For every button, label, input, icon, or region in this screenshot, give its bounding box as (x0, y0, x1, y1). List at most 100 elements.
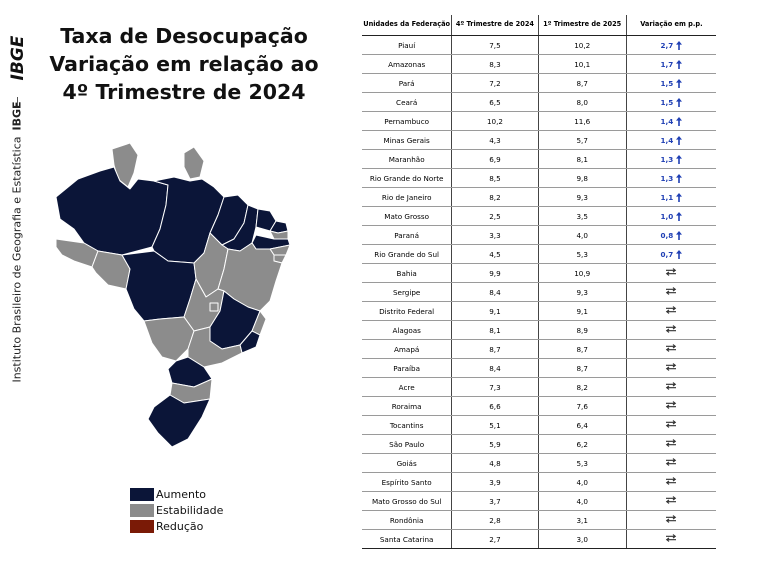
legend-swatch-aumento (130, 488, 154, 501)
map-state-paraiba (269, 230, 289, 240)
table-row: Acre 7,3 8,2 (362, 377, 716, 397)
column-header-uf: Unidades da Federação (362, 15, 453, 36)
legend-label-reducao: Redução (156, 520, 204, 533)
variacao-value-group: 1,5 (661, 97, 683, 107)
cell-q1-2025: 7,6 (538, 396, 627, 416)
cell-variacao (626, 396, 716, 416)
cell-q4-2024: 3,7 (451, 491, 539, 511)
cell-q1-2025: 8,7 (538, 73, 627, 93)
cell-q4-2024: 8,3 (451, 54, 539, 74)
arrow-up-icon (676, 154, 683, 164)
cell-uf: Maranhão (362, 149, 453, 169)
cell-q1-2025: 3,5 (538, 206, 627, 226)
cell-q4-2024: 10,2 (451, 111, 539, 131)
cell-q1-2025: 9,8 (538, 168, 627, 188)
cell-variacao (626, 434, 716, 454)
arrow-up-icon (676, 173, 683, 183)
table-row: Pará 7,2 8,7 1,5 (362, 73, 716, 93)
variacao-value-group: 1,3 (661, 154, 683, 164)
title-line-1: Taxa de Desocupação (60, 24, 308, 48)
cell-q4-2024: 2,5 (451, 206, 539, 226)
institute-acronym: IBGE (10, 101, 24, 131)
cell-variacao (626, 472, 716, 492)
stable-arrows-icon (666, 268, 677, 276)
variacao-value-group: 1,4 (660, 116, 683, 126)
cell-q4-2024: 8,2 (451, 187, 539, 207)
stable-arrows-icon (666, 439, 677, 447)
cell-variacao (626, 358, 716, 378)
cell-variacao: 1,4 (626, 111, 716, 131)
legend-swatch-reducao (130, 520, 154, 533)
map-state-sao-paulo (187, 326, 243, 368)
cell-variacao (626, 301, 716, 321)
cell-q1-2025: 9,3 (538, 187, 627, 207)
table-row: Goiás 4,8 5,3 (362, 453, 716, 473)
table-row: Minas Gerais 4,3 5,7 1,4 (362, 130, 716, 150)
table-row: Amapá 8,7 8,7 (362, 339, 716, 359)
table-row: Amazonas 8,3 10,1 1,7 (362, 54, 716, 74)
arrow-up-icon (676, 59, 683, 69)
cell-q4-2024: 4,5 (451, 244, 539, 264)
arrow-up-icon (676, 230, 683, 240)
stable-arrows-icon (666, 420, 677, 428)
cell-q4-2024: 8,5 (451, 168, 539, 188)
cell-q1-2025: 10,2 (538, 35, 627, 55)
cell-variacao (626, 377, 716, 397)
cell-uf: Bahia (362, 263, 453, 283)
brazil-map (55, 142, 291, 448)
table-row: Rio Grande do Sul 4,5 5,3 0,7 (362, 244, 716, 264)
variacao-value-group: 1,3 (661, 173, 683, 183)
cell-uf: Rondônia (362, 510, 453, 530)
table-row: Mato Grosso do Sul 3,7 4,0 (362, 491, 716, 511)
table-row: Santa Catarina 2,7 3,0 (362, 529, 716, 549)
variacao-value: 1,0 (660, 211, 674, 221)
cell-variacao (626, 529, 716, 549)
cell-variacao (626, 510, 716, 530)
variacao-value: 1,4 (660, 116, 674, 126)
cell-uf: Espírito Santo (362, 472, 453, 492)
cell-variacao: 1,5 (626, 73, 716, 93)
cell-q4-2024: 6,5 (451, 92, 539, 112)
arrow-up-icon (676, 192, 683, 202)
column-header-variacao: Variação em p.p. (626, 15, 716, 36)
cell-q4-2024: 5,9 (451, 434, 539, 454)
legend-item-aumento: Aumento (130, 487, 223, 502)
cell-q4-2024: 4,8 (451, 453, 539, 473)
stable-arrows-icon (666, 477, 677, 485)
variacao-value-group: 1,0 (660, 211, 683, 221)
cell-q1-2025: 8,7 (538, 339, 627, 359)
cell-q4-2024: 6,9 (451, 149, 539, 169)
table-row: Sergipe 8,4 9,3 (362, 282, 716, 302)
cell-uf: Rio Grande do Norte (362, 168, 453, 188)
legend-swatch-estabilidade (130, 504, 154, 517)
cell-variacao (626, 491, 716, 511)
cell-q4-2024: 2,7 (451, 529, 539, 549)
table-row: Rondônia 2,8 3,1 (362, 510, 716, 530)
cell-q1-2025: 9,3 (538, 282, 627, 302)
table-row: Paraíba 8,4 8,7 (362, 358, 716, 378)
cell-q1-2025: 4,0 (538, 225, 627, 245)
variacao-value-group: 0,7 (661, 249, 683, 259)
cell-variacao: 1,3 (626, 149, 716, 169)
variacao-value: 1,1 (660, 192, 674, 202)
cell-variacao: 1,1 (626, 187, 716, 207)
cell-q1-2025: 8,2 (538, 377, 627, 397)
cell-uf: Sergipe (362, 282, 453, 302)
cell-uf: São Paulo (362, 434, 453, 454)
cell-q1-2025: 6,4 (538, 415, 627, 435)
cell-uf: Paraná (362, 225, 453, 245)
cell-q1-2025: 9,1 (538, 301, 627, 321)
cell-q1-2025: 4,0 (538, 491, 627, 511)
cell-variacao (626, 415, 716, 435)
unemployment-table: Unidades da Federação 4º Trimestre de 20… (362, 15, 716, 549)
institute-full-name: Instituto Brasileiro de Geografia e Esta… (10, 136, 24, 383)
cell-variacao: 1,5 (626, 92, 716, 112)
cell-q4-2024: 2,8 (451, 510, 539, 530)
table-row: Piauí 7,5 10,2 2,7 (362, 35, 716, 55)
cell-q4-2024: 8,7 (451, 339, 539, 359)
arrow-up-icon (676, 249, 683, 259)
arrow-up-icon (676, 135, 683, 145)
table-row: Espírito Santo 3,9 4,0 (362, 472, 716, 492)
chart-title: Taxa de Desocupação Variação em relação … (44, 22, 324, 106)
cell-q4-2024: 5,1 (451, 415, 539, 435)
